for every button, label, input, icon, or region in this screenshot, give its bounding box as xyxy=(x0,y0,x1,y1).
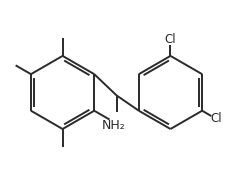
Text: Cl: Cl xyxy=(211,112,222,125)
Text: Cl: Cl xyxy=(165,33,176,46)
Text: NH₂: NH₂ xyxy=(102,119,125,132)
